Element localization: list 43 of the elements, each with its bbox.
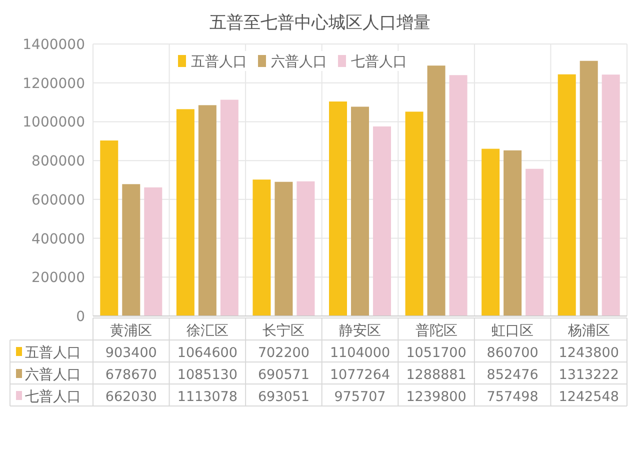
data-label: 693051 [258, 389, 310, 405]
text: 六普人口 [25, 367, 81, 383]
legend-label: 七普人口 [351, 53, 407, 70]
y-tick-label: 1200000 [22, 76, 85, 92]
x-tick-label: 长宁区 [262, 323, 305, 339]
data-label: 1085130 [177, 367, 238, 383]
data-label: 1104000 [330, 345, 390, 361]
data-label: 702200 [258, 345, 310, 361]
y-tick-label: 600000 [32, 192, 85, 208]
chart-title: 五普至七普中心城区人口增量 [210, 13, 430, 33]
y-tick-label: 1000000 [22, 114, 85, 131]
data-label: 1243800 [558, 345, 619, 361]
data-label: 1113078 [177, 389, 238, 405]
data-label: 852476 [486, 367, 538, 383]
data-label: 1288881 [406, 367, 466, 383]
data-label: 903400 [105, 345, 157, 361]
data-label: 860700 [486, 345, 538, 361]
data-label: 1077264 [330, 367, 390, 383]
x-tick-label: 静安区 [339, 323, 381, 339]
y-tick-label: 0 [76, 309, 85, 325]
text: 五普人口 [25, 345, 81, 361]
y-tick-label: 400000 [32, 231, 85, 248]
y-tick-label: 800000 [32, 154, 85, 170]
text: 七普人口 [25, 389, 81, 405]
legend-label: 六普人口 [271, 53, 327, 70]
x-tick-label: 虹口区 [492, 323, 534, 339]
data-label: 1242548 [558, 389, 619, 405]
data-label: 690571 [258, 367, 310, 383]
x-tick-label: 黄浦区 [110, 323, 152, 339]
x-tick-label: 普陀区 [415, 322, 458, 339]
data-label: 678670 [105, 367, 157, 383]
x-tick-label: 徐汇区 [186, 323, 228, 339]
y-tick-label: 200000 [32, 270, 85, 286]
data-label: 757498 [486, 389, 538, 405]
data-label: 1051700 [406, 345, 466, 361]
legend-label: 五普人口 [191, 53, 247, 70]
y-tick-label: 1400000 [22, 37, 85, 53]
data-label: 1313222 [558, 367, 619, 383]
data-label: 1239800 [406, 389, 466, 405]
data-label: 662030 [105, 389, 157, 405]
data-label: 1064600 [177, 345, 238, 361]
data-label: 975707 [334, 389, 386, 405]
x-tick-label: 杨浦区 [566, 323, 610, 339]
